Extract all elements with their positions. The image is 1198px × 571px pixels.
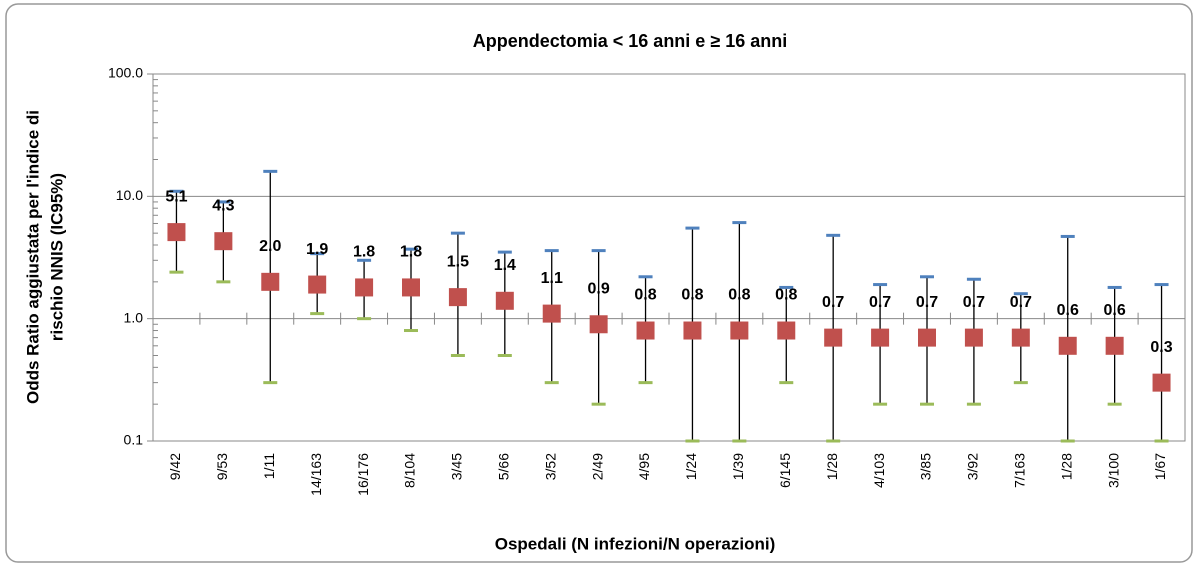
x-tick-label: 9/42 bbox=[167, 453, 183, 480]
data-label: 0.7 bbox=[869, 294, 891, 311]
y-axis-label-line: Odds Ratio aggiustata per l'indice di bbox=[23, 110, 42, 404]
marker bbox=[542, 304, 561, 323]
x-tick-label: 3/52 bbox=[542, 453, 558, 480]
data-label: 0.7 bbox=[916, 294, 938, 311]
marker bbox=[871, 328, 890, 347]
data-label: 0.8 bbox=[728, 287, 750, 304]
data-label: 0.9 bbox=[588, 280, 610, 297]
x-tick-label: 1/28 bbox=[1058, 453, 1074, 480]
data-label: 1.8 bbox=[353, 244, 375, 261]
x-tick-label: 5/66 bbox=[496, 453, 512, 480]
data-label: 0.8 bbox=[634, 287, 656, 304]
marker bbox=[1105, 336, 1124, 355]
data-label: 0.7 bbox=[963, 294, 985, 311]
marker bbox=[824, 328, 843, 347]
x-axis-label: Ospedali (N infezioni/N operazioni) bbox=[495, 534, 776, 553]
y-axis-label: Odds Ratio aggiustata per l'indice di ri… bbox=[23, 110, 66, 404]
x-tick-label: 3/85 bbox=[918, 453, 934, 480]
data-label: 0.8 bbox=[681, 287, 703, 304]
x-tick-label: 1/24 bbox=[683, 453, 699, 480]
marker bbox=[1152, 373, 1171, 392]
x-tick-label: 6/145 bbox=[777, 453, 793, 488]
marker bbox=[308, 275, 327, 294]
data-label: 0.3 bbox=[1150, 339, 1172, 356]
x-tick-label: 3/92 bbox=[965, 453, 981, 480]
data-label: 0.6 bbox=[1104, 302, 1126, 319]
data-label: 1.9 bbox=[306, 241, 328, 258]
marker bbox=[402, 278, 420, 297]
x-tick-label: 1/39 bbox=[730, 453, 746, 480]
y-tick-label: 0.1 bbox=[124, 432, 144, 448]
x-tick-label: 4/95 bbox=[636, 453, 652, 480]
marker bbox=[683, 321, 702, 340]
x-tick-label: 1/28 bbox=[824, 453, 840, 480]
y-tick-label: 100.0 bbox=[108, 65, 143, 81]
x-tick-label: 2/49 bbox=[589, 453, 605, 480]
marker bbox=[355, 278, 374, 297]
x-tick-label: 1/67 bbox=[1152, 453, 1168, 480]
marker bbox=[964, 328, 983, 347]
data-label: 5.1 bbox=[165, 188, 187, 205]
x-tick-label: 9/53 bbox=[214, 453, 230, 480]
y-tick-label: 10.0 bbox=[116, 187, 143, 203]
data-label: 1.1 bbox=[541, 270, 563, 287]
data-label: 1.4 bbox=[494, 257, 516, 274]
data-label: 4.3 bbox=[212, 197, 234, 214]
marker bbox=[918, 328, 936, 347]
marker bbox=[448, 288, 467, 307]
x-tick-label: 8/104 bbox=[402, 453, 418, 488]
data-label: 0.7 bbox=[1010, 294, 1032, 311]
data-label: 0.6 bbox=[1057, 302, 1079, 319]
x-tick-label: 4/103 bbox=[871, 453, 887, 488]
marker bbox=[589, 315, 608, 334]
x-tick-label: 16/176 bbox=[355, 453, 371, 496]
x-tick-label: 1/11 bbox=[261, 453, 277, 479]
chart-title: Appendectomia < 16 anni e ≥ 16 anni bbox=[473, 31, 787, 51]
data-label: 2.0 bbox=[259, 238, 281, 255]
marker bbox=[777, 321, 796, 340]
marker bbox=[1058, 336, 1077, 355]
marker bbox=[214, 232, 233, 251]
y-tick-label: 1.0 bbox=[124, 309, 144, 325]
data-label: 0.8 bbox=[775, 287, 797, 304]
x-tick-label: 3/45 bbox=[449, 453, 465, 480]
marker bbox=[167, 223, 186, 242]
marker bbox=[261, 272, 280, 291]
marker bbox=[495, 291, 514, 310]
data-label: 1.5 bbox=[447, 253, 469, 270]
y-axis-label-line: rischio NNIS (IC95%) bbox=[47, 173, 66, 341]
data-label: 1.8 bbox=[400, 244, 422, 261]
x-tick-label: 7/163 bbox=[1012, 453, 1028, 488]
x-tick-label: 14/163 bbox=[308, 453, 324, 496]
marker bbox=[730, 321, 749, 340]
x-tick-label: 3/100 bbox=[1105, 453, 1121, 488]
data-label: 0.7 bbox=[822, 294, 844, 311]
marker bbox=[636, 321, 655, 340]
marker bbox=[1011, 328, 1030, 347]
